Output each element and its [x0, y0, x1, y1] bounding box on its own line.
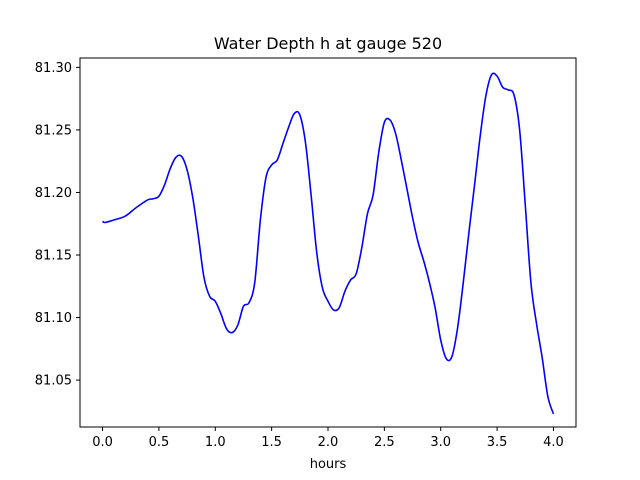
x-tick-label: 0.0 — [92, 435, 113, 450]
x-axis-label: hours — [310, 457, 347, 472]
y-tick-label: 81.30 — [35, 61, 72, 76]
y-tick-label: 81.20 — [35, 186, 72, 201]
x-tick-label: 2.0 — [318, 435, 339, 450]
y-tick-label: 81.10 — [35, 311, 72, 326]
x-tick-label: 1.5 — [261, 435, 282, 450]
x-tick-label: 3.5 — [487, 435, 508, 450]
y-tick-label: 81.05 — [35, 374, 72, 389]
plot-area — [101, 72, 555, 415]
x-tick-label: 0.5 — [149, 435, 170, 450]
y-tick-label: 81.15 — [35, 249, 72, 264]
x-axis-ticks: 0.0 0.5 1.0 1.5 2.0 2.5 3.0 3.5 4.0 — [92, 427, 564, 450]
x-tick-label: 1.0 — [205, 435, 226, 450]
series-line — [101, 72, 555, 415]
x-tick-label: 2.5 — [374, 435, 395, 450]
y-tick-label: 81.25 — [35, 123, 72, 138]
y-axis-ticks: 81.05 81.10 81.15 81.20 81.25 81.30 — [35, 61, 80, 389]
chart-title: Water Depth h at gauge 520 — [214, 34, 442, 53]
x-tick-label: 3.0 — [430, 435, 451, 450]
x-tick-label: 4.0 — [543, 435, 564, 450]
axes-frame — [79, 57, 577, 428]
